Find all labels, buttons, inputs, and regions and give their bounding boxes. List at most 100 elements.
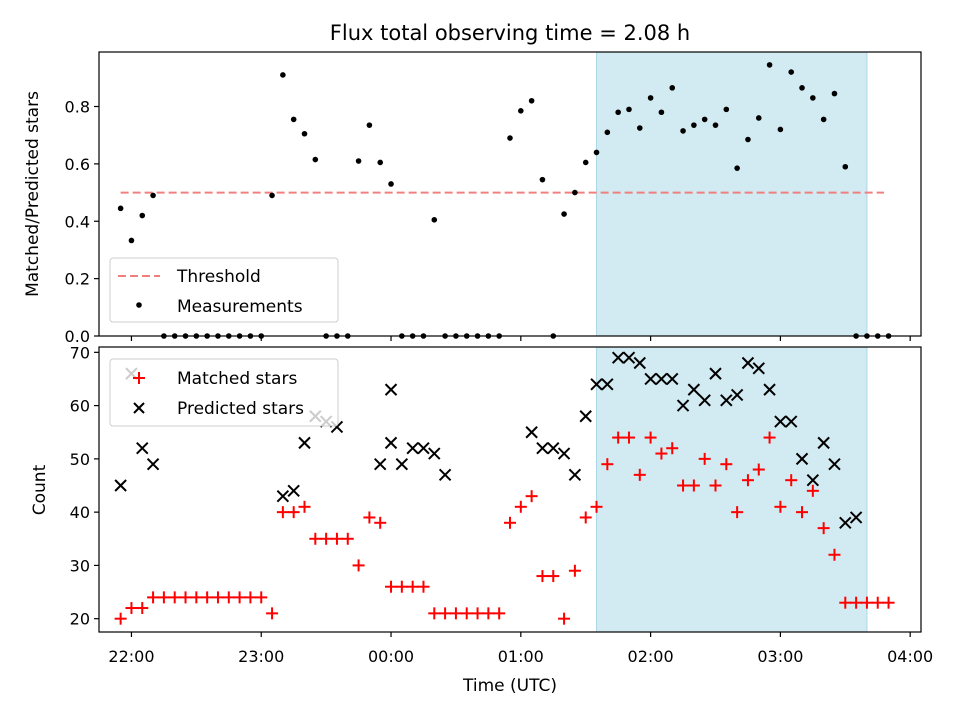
matched-point [741,474,754,487]
matched-point [612,431,625,444]
top-y-tick-label: 0.6 [65,155,90,174]
matched-point [298,500,311,513]
predicted-point-stroke [536,442,549,455]
matched-point [125,602,138,615]
predicted-point [557,447,571,460]
matched-point [839,596,852,609]
predicted-point-stroke [687,383,701,396]
matched-point [601,458,614,471]
measurement-point [582,159,589,166]
matched-point [590,500,603,513]
matched-point [309,532,322,545]
predicted-point [525,426,538,439]
matched-point [211,591,224,604]
matched-point [774,500,787,513]
bottom-y-ticks: 20 30 40 50 60 70 [70,343,99,629]
predicted-point-stroke [849,511,863,524]
measurement-point [626,106,632,113]
predicted-point [579,410,592,423]
matched-point [547,570,560,583]
matched-point [417,580,430,593]
matched-point [882,596,895,609]
legend-measurements-swatch [136,302,142,308]
predicted-point-stroke [839,516,852,530]
measurement-point [799,85,805,91]
bottom-y-axis-label: Count [30,464,50,515]
matched-point [266,607,279,620]
predicted-point-stroke [525,426,538,439]
predicted-point [698,394,711,407]
predicted-point-stroke [438,468,452,482]
measurement-point [691,122,697,128]
predicted-point-stroke [644,372,657,386]
measurement-point [518,108,524,114]
measurement-point [117,205,124,212]
matched-point [633,468,646,481]
matched-point [385,580,398,593]
matched-point [114,612,127,625]
x-axis-label: Time (UTC) [462,676,557,696]
predicted-point-stroke [601,378,614,391]
x-tick-label: 00:00 [368,647,414,666]
matched-point [709,479,722,492]
top-y-tick-label: 0.4 [65,212,90,231]
predicted-point [395,457,409,471]
predicted-point [146,457,160,471]
measurement-point [810,95,816,101]
x-tick-label: 03:00 [757,647,803,666]
predicted-point [655,372,668,386]
predicted-point-stroke [136,442,149,455]
predicted-point-stroke [298,436,311,450]
matched-point [763,431,776,444]
matched-point [374,516,387,529]
predicted-point [633,356,646,370]
top-y-axis-label: Matched/Predicted stars [23,91,43,297]
measurement-point [150,192,156,199]
x-tick-label: 22:00 [108,647,154,666]
measurement-point [301,130,308,137]
matched-point [222,591,235,604]
measurement-point [431,217,438,223]
predicted-point [741,356,755,370]
measurement-point [820,116,827,123]
x-tick-label: 04:00 [887,647,933,666]
predicted-point [438,468,452,482]
predicted-point-stroke [774,415,787,428]
matched-point [568,564,581,577]
matched-point [579,511,592,524]
measurement-point [723,106,730,113]
matched-point [785,474,798,487]
matched-points [114,431,895,625]
measurement-point [842,163,849,170]
predicted-point [406,442,419,455]
predicted-point [287,484,300,498]
predicted-point-stroke [330,420,344,434]
predicted-point-stroke [384,436,398,450]
measurement-point [766,62,773,68]
measurement-point [280,72,286,78]
measurement-point [669,85,676,91]
matched-point [655,447,668,460]
measurement-point [355,158,362,164]
x-tick-label: 01:00 [498,647,544,666]
predicted-point [795,452,809,466]
matched-point [622,431,635,444]
matched-point [806,484,819,497]
measurement-point [636,125,643,131]
predicted-point-stroke [114,479,127,492]
predicted-point [687,383,701,396]
bottom-legend: Matched stars Predicted stars [109,358,339,427]
measurement-point [701,116,708,123]
measurement-point [269,192,275,199]
matched-point [860,596,873,609]
predicted-point-stroke [785,415,798,428]
matched-point [698,452,711,465]
measurement-point [745,136,751,143]
predicted-point [752,362,765,375]
predicted-point [676,399,690,412]
legend-predicted-swatch [133,402,145,414]
x-tick-label: 02:00 [628,647,674,666]
predicted-point-stroke [763,383,776,396]
matched-point [482,607,495,620]
